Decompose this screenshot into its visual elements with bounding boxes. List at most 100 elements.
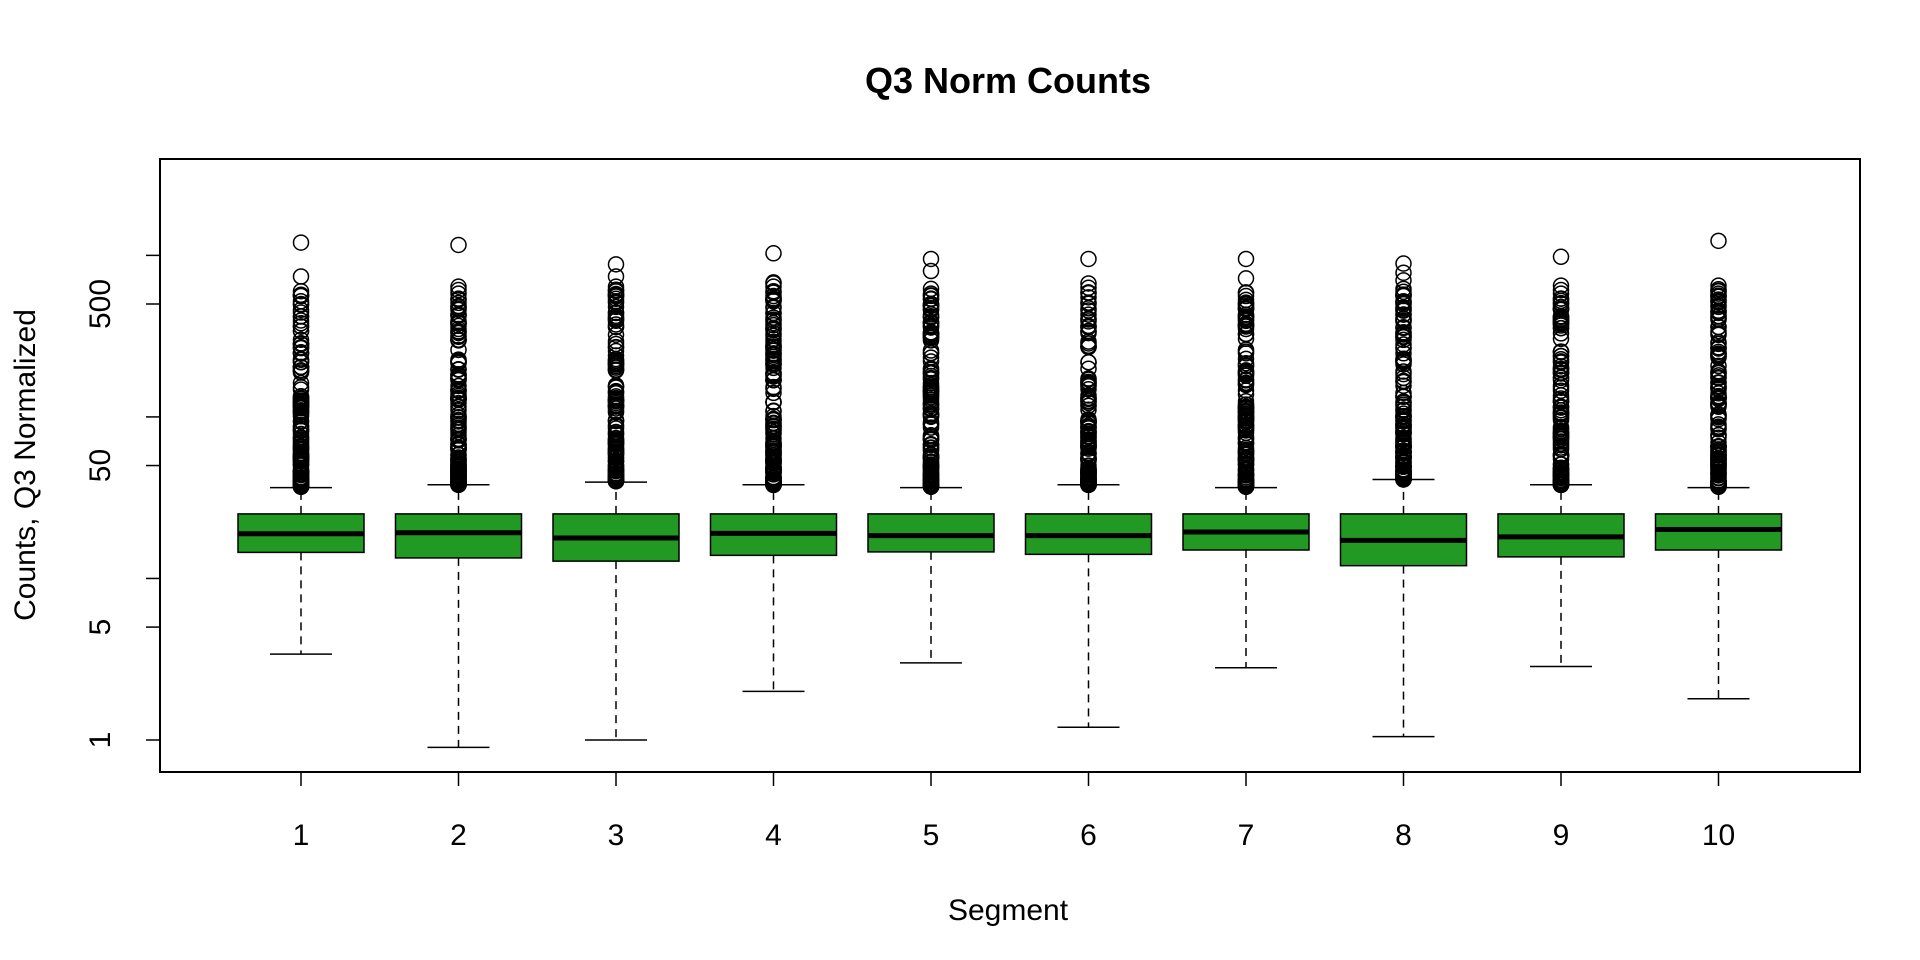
outlier-point	[1237, 270, 1255, 287]
outlier-point	[1552, 325, 1570, 342]
outlier-point	[292, 394, 310, 411]
outlier-point	[450, 401, 467, 419]
outlier-point	[765, 292, 782, 310]
outlier-point	[922, 371, 940, 388]
box-group-1	[237, 234, 365, 655]
outlier-point	[1395, 372, 1412, 390]
outlier-point	[1710, 367, 1727, 384]
outlier-point	[1552, 347, 1570, 365]
outlier-point	[1237, 382, 1255, 399]
outlier-point	[922, 307, 940, 325]
outlier-point	[1080, 294, 1097, 311]
outlier-point	[450, 430, 467, 448]
outlier-point	[1080, 289, 1097, 306]
outlier-point	[765, 407, 782, 425]
outlier-point	[1395, 437, 1412, 455]
outlier-point	[1237, 363, 1255, 380]
outlier-point	[1395, 405, 1412, 422]
outlier-point	[1237, 371, 1255, 388]
box-group-6	[1024, 250, 1153, 728]
outlier-point	[607, 465, 625, 483]
outlier-point	[1237, 441, 1255, 459]
y-axis-label: Counts, Q3 Normalized	[9, 309, 42, 621]
outlier-point	[922, 344, 940, 362]
outlier-point	[292, 295, 310, 313]
outlier-point	[765, 371, 782, 388]
outlier-point	[1552, 406, 1570, 423]
outlier-point	[922, 466, 940, 484]
outlier-point	[1080, 420, 1097, 437]
outlier-point	[1395, 280, 1412, 298]
outlier-point	[1552, 476, 1570, 493]
x-tick-label: 2	[450, 819, 467, 852]
x-tick-label: 1	[293, 819, 310, 852]
outlier-point	[922, 380, 940, 398]
outlier-point	[1395, 292, 1412, 310]
outlier-point	[1237, 350, 1255, 368]
outlier-point	[765, 473, 782, 490]
x-tick-label: 10	[1702, 819, 1735, 852]
outlier-point	[1552, 369, 1570, 386]
outlier-point	[1710, 438, 1727, 455]
outlier-point	[1237, 311, 1255, 328]
outlier-point	[292, 476, 310, 493]
outlier-point	[607, 389, 625, 407]
outlier-point	[1710, 304, 1727, 322]
box-group-5	[867, 250, 995, 664]
outlier-point	[765, 417, 782, 435]
outlier-point	[765, 287, 782, 305]
outlier-point	[1395, 255, 1412, 272]
outlier-point	[1710, 298, 1727, 316]
outlier-point	[922, 400, 940, 417]
outlier-point	[1080, 333, 1097, 350]
outlier-point	[450, 290, 467, 307]
outlier-point	[1395, 430, 1412, 448]
outlier-point	[1237, 284, 1255, 301]
x-tick-label: 8	[1395, 819, 1412, 852]
outlier-point	[1080, 433, 1097, 450]
box-iqr	[867, 513, 995, 553]
outlier-point	[1395, 410, 1412, 428]
outlier-point	[1237, 287, 1255, 305]
outlier-point	[1552, 295, 1570, 313]
outlier-point	[450, 377, 467, 395]
outlier-point	[1237, 376, 1255, 394]
outlier-point	[1552, 377, 1570, 394]
outlier-point	[607, 318, 625, 336]
outlier-point	[607, 418, 625, 435]
outlier-point	[607, 298, 625, 316]
outlier-point	[922, 471, 940, 488]
outlier-point	[765, 438, 782, 455]
outlier-point	[450, 389, 467, 407]
box-group-2	[394, 236, 523, 749]
outlier-point	[765, 274, 782, 291]
outlier-point	[450, 341, 467, 359]
outlier-point	[450, 474, 467, 492]
outlier-point	[922, 295, 940, 313]
outlier-point	[1710, 287, 1727, 305]
outlier-point	[450, 353, 467, 371]
chart-title: Q3 Norm Counts	[865, 60, 1151, 101]
outlier-point	[1237, 316, 1255, 334]
outlier-point	[450, 361, 467, 378]
outlier-point	[765, 384, 782, 402]
outlier-point	[292, 402, 310, 419]
outlier-point	[607, 398, 625, 415]
outlier-point	[607, 472, 625, 490]
outlier-point	[922, 301, 940, 319]
box-group-10	[1654, 232, 1783, 700]
outlier-point	[922, 405, 940, 423]
outlier-point	[922, 285, 940, 302]
x-axis-label: Segment	[948, 894, 1069, 927]
x-tick-label: 6	[1080, 819, 1097, 852]
outlier-point	[1552, 393, 1570, 411]
outlier-point	[922, 262, 940, 280]
outlier-point	[292, 301, 310, 319]
outlier-point	[1552, 319, 1570, 337]
outlier-point	[607, 459, 625, 476]
outlier-point	[1080, 300, 1097, 317]
outlier-point	[450, 435, 467, 453]
outlier-point	[922, 393, 940, 411]
outlier-point	[1237, 406, 1255, 424]
outlier-point	[922, 430, 940, 448]
